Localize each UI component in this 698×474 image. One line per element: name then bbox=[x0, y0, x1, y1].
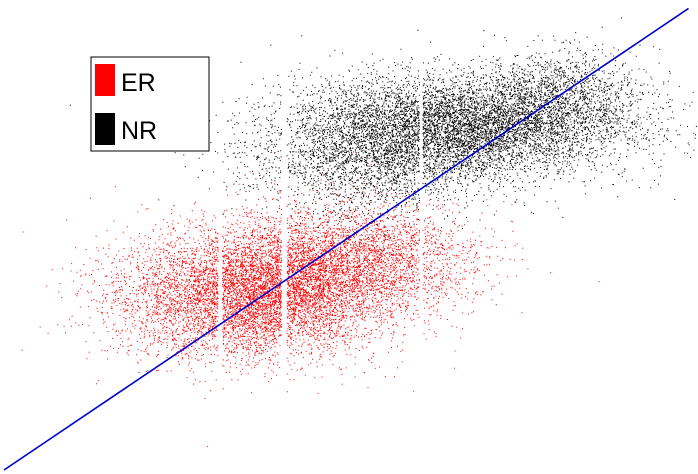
legend-label-er: ER bbox=[121, 69, 156, 97]
nr-point-cloud bbox=[69, 17, 697, 251]
reference-line bbox=[3, 7, 689, 471]
legend: ER NR bbox=[90, 56, 210, 152]
er-point-cloud bbox=[21, 151, 600, 447]
scatter-points-nr bbox=[69, 17, 697, 251]
scatter-points-er bbox=[21, 151, 600, 447]
legend-label-nr: NR bbox=[121, 117, 157, 145]
legend-swatch-nr bbox=[95, 113, 115, 145]
legend-swatch-er bbox=[95, 64, 115, 96]
